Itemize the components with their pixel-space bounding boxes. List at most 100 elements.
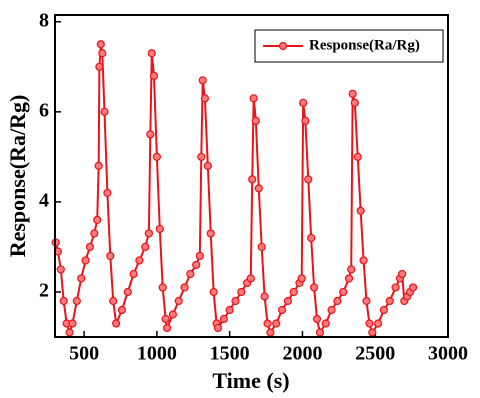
data-point	[168, 310, 177, 319]
data-point	[266, 328, 275, 337]
x-tick-label: 500	[69, 343, 99, 365]
data-point	[297, 274, 306, 283]
data-point	[198, 76, 207, 85]
data-point	[231, 296, 240, 306]
data-point	[283, 296, 292, 306]
data-point	[72, 296, 81, 306]
x-tick-label: 3000	[428, 343, 468, 365]
data-point	[146, 130, 155, 139]
data-point	[348, 89, 357, 98]
data-point	[309, 283, 319, 292]
data-point	[152, 152, 161, 161]
data-point	[144, 229, 153, 238]
data-point	[356, 206, 365, 216]
data-point	[248, 175, 257, 184]
y-tick-label: 6	[39, 99, 49, 121]
x-tick-label: 2000	[282, 343, 322, 365]
data-point	[162, 323, 172, 333]
data-point	[350, 98, 359, 107]
data-point	[98, 49, 107, 58]
data-point	[225, 305, 234, 315]
y-tick-label: 4	[39, 189, 49, 211]
data-point	[129, 269, 138, 279]
data-point	[117, 305, 127, 315]
data-point	[59, 296, 68, 306]
data-point	[263, 319, 272, 328]
y-axis-label: Response(Ra/Rg)	[5, 95, 30, 258]
data-point	[359, 256, 368, 265]
data-point	[95, 62, 104, 71]
data-point	[251, 116, 260, 125]
data-point	[90, 229, 99, 238]
data-point	[68, 319, 77, 328]
plot-frame	[54, 14, 449, 338]
data-point	[106, 251, 115, 261]
data-point	[321, 319, 330, 328]
data-point	[65, 328, 74, 337]
data-point	[93, 215, 102, 225]
data-point	[408, 283, 418, 292]
data-point	[398, 269, 407, 279]
data-point	[339, 287, 348, 297]
data-point	[56, 265, 65, 274]
data-point	[353, 152, 362, 161]
data-point	[85, 242, 95, 252]
data-point	[161, 314, 170, 324]
data-point	[174, 296, 183, 306]
data-point	[135, 256, 144, 265]
data-point	[254, 184, 263, 193]
data-point	[195, 251, 204, 261]
data-point	[289, 287, 298, 297]
data-point	[100, 107, 109, 116]
data-point	[374, 319, 383, 328]
data-point	[109, 296, 118, 306]
data-point	[206, 229, 215, 238]
data-point	[77, 274, 86, 283]
data-point	[304, 175, 313, 184]
data-point	[213, 323, 223, 333]
data-point	[141, 242, 150, 252]
data-point	[209, 287, 218, 297]
data-point	[299, 98, 308, 107]
data-point	[94, 161, 103, 170]
data-point	[203, 161, 212, 170]
data-point	[301, 116, 310, 125]
data-point	[391, 283, 400, 292]
data-point	[112, 319, 121, 328]
data-point	[200, 94, 210, 103]
data-point	[219, 314, 228, 324]
data-point	[103, 188, 112, 197]
data-point	[379, 305, 389, 315]
data-point	[333, 296, 342, 306]
y-tick-label: 2	[39, 280, 49, 302]
x-tick-label: 1500	[210, 343, 250, 365]
data-point	[186, 269, 195, 279]
x-tick-label: 2500	[355, 343, 395, 365]
data-point	[327, 305, 336, 315]
data-point	[81, 256, 90, 265]
data-point	[257, 242, 266, 252]
data-point	[249, 94, 258, 103]
x-axis-label: Time (s)	[212, 368, 289, 393]
data-point	[192, 260, 201, 270]
data-point	[362, 296, 371, 306]
data-point	[368, 328, 377, 337]
data-point	[344, 274, 354, 283]
data-point	[365, 319, 374, 328]
data-point	[123, 287, 132, 297]
data-point	[277, 305, 287, 315]
data-point	[246, 274, 255, 283]
data-point	[147, 49, 156, 58]
data-point	[260, 292, 269, 301]
data-point	[96, 40, 105, 49]
y-tick-label: 8	[39, 9, 49, 31]
data-line	[54, 44, 414, 336]
legend-marker	[278, 41, 288, 51]
data-point	[385, 296, 394, 306]
data-point	[347, 265, 356, 274]
data-point	[155, 224, 164, 234]
x-tick-label: 1000	[137, 343, 177, 365]
data-point	[312, 314, 322, 324]
data-point	[315, 328, 325, 337]
data-point	[180, 283, 189, 292]
